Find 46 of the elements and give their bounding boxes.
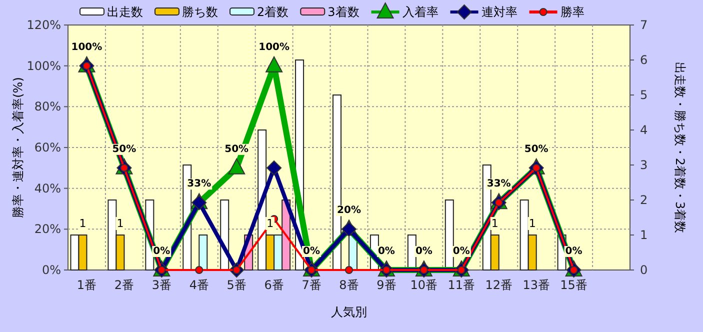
x-axis-title: 人気別 [331,305,367,319]
y2-tick-label: 4 [640,123,648,137]
legend-label: 3着数 [328,5,360,19]
x-tick-label: 8番 [339,278,359,292]
y2-tick-label: 5 [640,88,648,102]
x-tick-label: 2番 [114,278,134,292]
legend-label: 勝率 [560,5,584,19]
point [266,56,283,72]
x-tick-label: 12番 [485,278,513,292]
y2-tick-label: 2 [640,193,648,207]
x-tick-label: 10番 [410,278,438,292]
x-tick-label: 5番 [226,278,246,292]
x-tick-label: 9番 [376,278,396,292]
y-tick-label: 120% [26,18,61,32]
legend-label: 勝ち数 [182,5,218,19]
point [342,222,356,237]
y-axis-title: 勝率・連対率・入着率(%) [11,77,25,218]
x-tick-label: 1番 [76,278,97,292]
x-tick-label: 4番 [189,278,209,292]
y2-tick-label: 1 [640,228,648,242]
y2-tick-label: 6 [640,53,648,67]
y-tick-label: 0% [42,263,61,277]
x-tick-label: 15番 [560,278,588,292]
y-tick-label: 100% [26,58,61,73]
legend-label: 連対率 [481,5,518,19]
legend-label: 入着率 [402,5,438,19]
point [228,158,246,174]
y2-axis-title: 出走数・勝ち数・2着数・3着数 [673,62,687,234]
y2-tick-label: 7 [640,18,648,32]
x-tick-label: 11番 [448,278,476,292]
y-tick-label: 20% [34,222,61,236]
x-tick-label: 6番 [264,278,284,292]
legend-label: 出走数 [107,5,143,19]
y-tick-label: 40% [34,181,61,196]
legend-label: 2着数 [257,5,289,19]
point [345,266,353,274]
bar [198,234,208,270]
y-tick-label: 80% [34,100,61,114]
x-tick-label: 3番 [152,278,172,292]
y2-tick-label: 3 [640,158,648,172]
point [266,160,282,176]
x-tick-label: 7番 [302,278,322,292]
x-tick-label: 13番 [522,278,550,292]
y2-tick-label: 0 [640,263,648,277]
point [195,266,204,274]
y-tick-label: 60% [34,140,61,154]
